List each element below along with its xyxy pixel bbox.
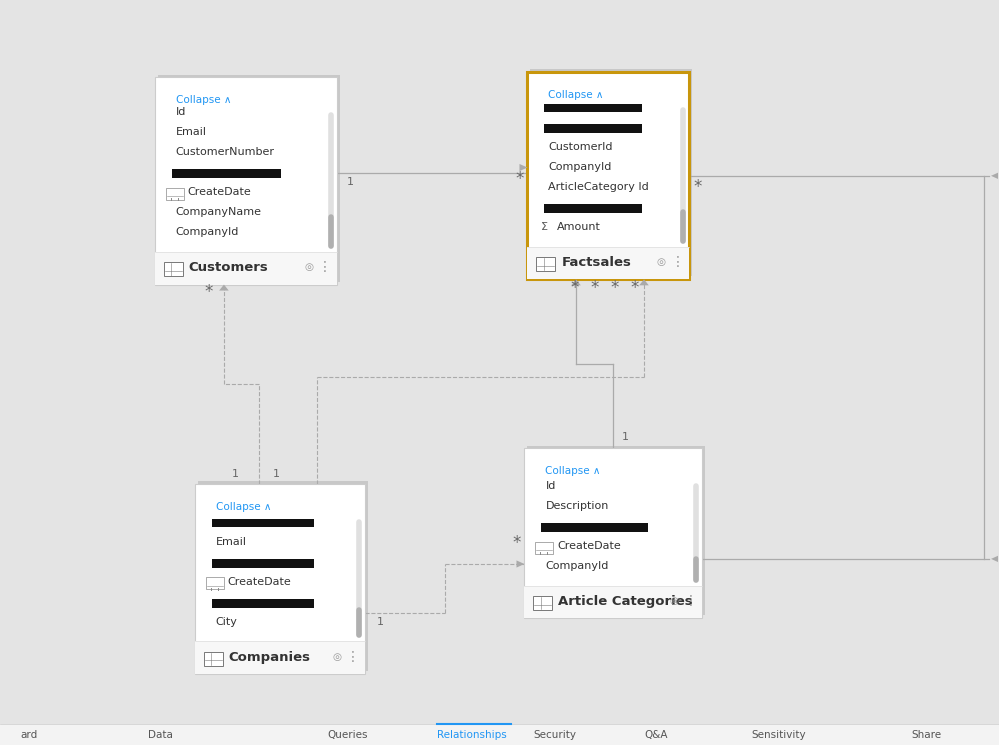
Text: CustomerId: CustomerId [548, 142, 613, 152]
Text: 1: 1 [377, 618, 384, 627]
Text: Factsales: Factsales [561, 256, 631, 269]
FancyBboxPatch shape [524, 448, 702, 618]
Polygon shape [219, 285, 229, 291]
FancyBboxPatch shape [527, 446, 705, 615]
FancyBboxPatch shape [544, 124, 641, 133]
Text: Companies: Companies [229, 650, 311, 664]
Polygon shape [991, 173, 998, 179]
Text: *: * [610, 279, 618, 297]
Text: 1: 1 [273, 469, 280, 479]
Text: Customers: Customers [189, 261, 269, 274]
Text: Share: Share [911, 729, 941, 740]
Text: Collapse ∧: Collapse ∧ [176, 95, 232, 105]
FancyBboxPatch shape [527, 72, 689, 279]
Text: Data: Data [148, 729, 173, 740]
FancyBboxPatch shape [530, 69, 692, 276]
Text: Q&A: Q&A [644, 729, 668, 740]
FancyBboxPatch shape [195, 484, 365, 674]
Polygon shape [516, 560, 524, 568]
Text: Σ: Σ [540, 222, 547, 232]
FancyBboxPatch shape [212, 519, 314, 527]
Text: Id: Id [176, 107, 186, 117]
Text: Id: Id [545, 481, 555, 491]
Text: ⋮: ⋮ [670, 256, 684, 269]
Text: ◎: ◎ [669, 596, 679, 606]
FancyBboxPatch shape [533, 596, 552, 610]
Text: City: City [216, 617, 238, 627]
FancyBboxPatch shape [204, 652, 223, 666]
Text: *: * [515, 170, 523, 188]
Text: *: * [693, 178, 701, 196]
Text: CreateDate: CreateDate [228, 577, 292, 587]
FancyBboxPatch shape [541, 523, 648, 532]
Text: ◎: ◎ [304, 262, 314, 273]
Text: ArticleCategory Id: ArticleCategory Id [548, 182, 649, 192]
FancyBboxPatch shape [536, 257, 555, 271]
FancyBboxPatch shape [198, 481, 368, 671]
Text: ◎: ◎ [656, 257, 666, 267]
Text: *: * [512, 533, 520, 551]
Text: *: * [570, 279, 578, 297]
Text: 1: 1 [232, 469, 239, 479]
FancyBboxPatch shape [544, 204, 641, 213]
FancyBboxPatch shape [524, 586, 702, 618]
Text: *: * [590, 279, 598, 297]
Polygon shape [991, 556, 998, 562]
FancyBboxPatch shape [212, 559, 314, 568]
FancyBboxPatch shape [172, 169, 281, 178]
Text: CreateDate: CreateDate [188, 187, 252, 197]
Polygon shape [519, 164, 527, 171]
Polygon shape [639, 279, 648, 285]
Text: CompanyName: CompanyName [176, 207, 262, 218]
Text: Sensitivity: Sensitivity [751, 729, 806, 740]
Text: CompanyId: CompanyId [548, 162, 611, 172]
FancyBboxPatch shape [166, 188, 184, 200]
Text: ⋮: ⋮ [318, 261, 332, 274]
Text: CompanyId: CompanyId [545, 561, 608, 571]
Text: Email: Email [216, 536, 247, 547]
Text: CustomerNumber: CustomerNumber [176, 147, 275, 157]
Polygon shape [571, 279, 580, 285]
Text: Queries: Queries [328, 729, 369, 740]
Text: ⋮: ⋮ [346, 650, 360, 664]
Text: *: * [630, 279, 638, 297]
FancyBboxPatch shape [527, 247, 689, 279]
Text: Description: Description [545, 501, 608, 511]
Text: Collapse ∧: Collapse ∧ [548, 89, 604, 100]
Text: *: * [204, 282, 213, 300]
Text: ◎: ◎ [332, 652, 342, 662]
Text: Collapse ∧: Collapse ∧ [216, 501, 272, 512]
Text: ⋮: ⋮ [683, 595, 697, 608]
FancyBboxPatch shape [544, 104, 641, 112]
FancyBboxPatch shape [164, 262, 183, 276]
Text: Relationships: Relationships [437, 729, 506, 740]
Text: Collapse ∧: Collapse ∧ [545, 466, 601, 476]
Text: Amount: Amount [556, 222, 600, 232]
Text: ard: ard [20, 729, 37, 740]
FancyBboxPatch shape [206, 577, 224, 589]
FancyBboxPatch shape [158, 74, 340, 282]
Text: Article Categories: Article Categories [558, 595, 693, 608]
Text: 1: 1 [347, 177, 354, 187]
FancyBboxPatch shape [0, 724, 999, 745]
Text: CompanyId: CompanyId [176, 227, 239, 238]
FancyBboxPatch shape [155, 77, 337, 285]
Text: 1: 1 [621, 431, 628, 442]
FancyBboxPatch shape [535, 542, 553, 554]
Text: CreateDate: CreateDate [557, 541, 621, 551]
Text: Security: Security [533, 729, 576, 740]
FancyBboxPatch shape [195, 641, 365, 674]
FancyBboxPatch shape [212, 599, 314, 608]
FancyBboxPatch shape [155, 252, 337, 285]
Text: Email: Email [176, 127, 207, 137]
